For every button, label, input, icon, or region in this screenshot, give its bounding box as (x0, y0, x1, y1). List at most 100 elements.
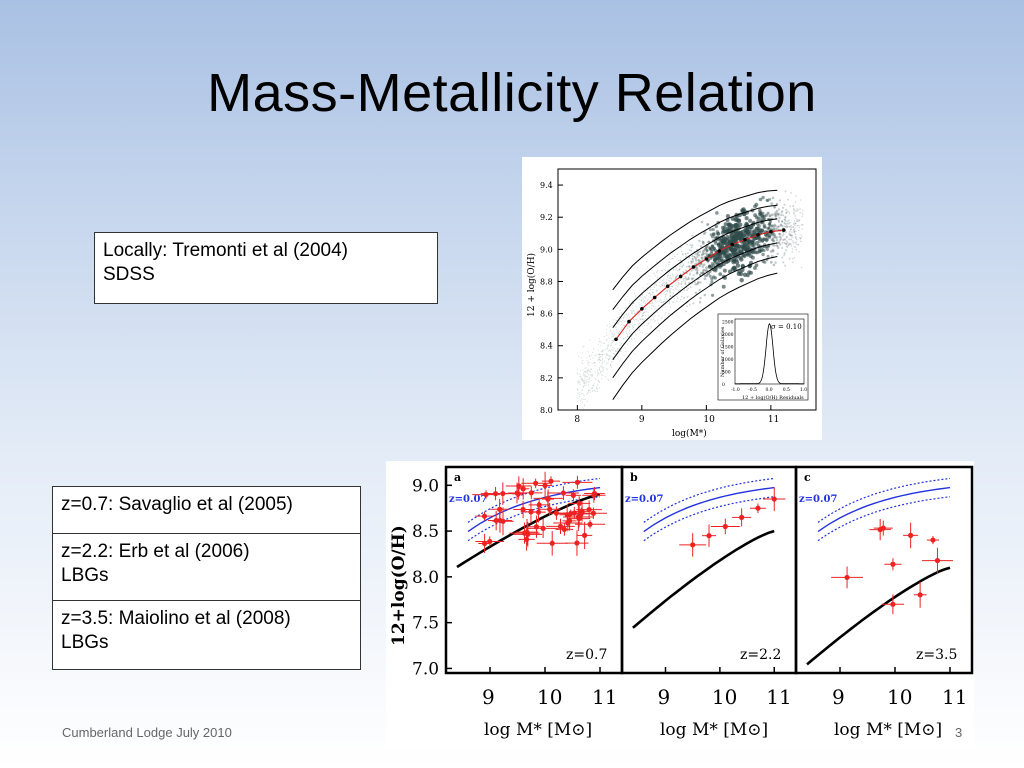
scatter-point (657, 276, 659, 278)
data-point (492, 491, 499, 497)
scatter-point (785, 208, 787, 211)
scatter-point (657, 319, 659, 321)
scatter-point (597, 373, 599, 375)
scatter-point (644, 311, 646, 313)
scatter-point (772, 244, 776, 247)
scatter-point (686, 265, 688, 268)
scatter-point (586, 371, 588, 373)
scatter-point (681, 281, 683, 283)
scatter-point (590, 375, 592, 377)
scatter-point (793, 246, 796, 248)
scatter-point (597, 344, 599, 346)
scatter-point (635, 285, 637, 287)
scatter-point (646, 332, 648, 335)
scatter-point (641, 313, 644, 315)
scatter-point (696, 267, 699, 270)
scatter-point (754, 202, 759, 207)
scatter-point (617, 347, 619, 349)
scatter-point (598, 353, 600, 355)
scatter-point (601, 349, 603, 351)
median-point (627, 319, 631, 324)
scatter-point (605, 332, 607, 334)
scatter-point (691, 234, 694, 237)
scatter-point (617, 349, 619, 351)
scatter-point (591, 374, 594, 376)
scatter-point (666, 274, 669, 277)
scatter-point (681, 264, 684, 267)
scatter-point (792, 261, 794, 264)
local-relation-line (643, 486, 775, 533)
scatter-point (601, 356, 603, 358)
scatter-point (607, 345, 609, 347)
scatter-point (583, 386, 585, 388)
scatter-point (634, 323, 636, 325)
scatter-point (775, 202, 779, 205)
scatter-point (750, 243, 755, 248)
scatter-point (654, 283, 656, 286)
scatter-point (685, 276, 687, 279)
scatter-point (790, 234, 793, 237)
scatter-point (782, 239, 785, 241)
scatter-point (697, 254, 701, 257)
scatter-point (761, 252, 765, 257)
scatter-point (662, 279, 664, 281)
scatter-point (597, 369, 599, 372)
scatter-point (668, 263, 670, 266)
scatter-point (613, 358, 615, 361)
scatter-point (606, 369, 608, 371)
scatter-point (790, 192, 792, 194)
scatter-point (592, 385, 594, 387)
scatter-point (619, 358, 621, 360)
scatter-point (597, 359, 599, 361)
scatter-point (727, 252, 732, 257)
scatter-point (638, 323, 640, 325)
scatter-point (768, 235, 772, 239)
scatter-point (615, 351, 618, 353)
scatter-point (782, 214, 785, 217)
data-point (880, 525, 886, 531)
scatter-point (631, 312, 633, 314)
scatter-point (614, 326, 616, 328)
scatter-point (606, 339, 608, 341)
scatter-point (772, 237, 775, 240)
scatter-point (798, 244, 800, 246)
scatter-point (619, 321, 621, 323)
scatter-point (710, 244, 714, 248)
scatter-point (586, 375, 588, 378)
scatter-point (666, 282, 668, 284)
data-point (516, 483, 522, 489)
scatter-point (802, 214, 804, 216)
scatter-point (612, 356, 614, 358)
scatter-point (679, 289, 681, 291)
scatter-point (775, 239, 779, 242)
scatter-point (577, 389, 579, 391)
scatter-point (784, 222, 787, 225)
scatter-point (663, 285, 666, 287)
scatter-point (586, 370, 588, 372)
scatter-point (582, 385, 584, 387)
scatter-point (619, 316, 621, 318)
scatter-point (772, 231, 775, 235)
scatter-point (633, 309, 635, 312)
data-point (582, 532, 588, 538)
scatter-point (650, 327, 652, 329)
scatter-point (678, 268, 680, 271)
scatter-point (581, 401, 584, 403)
scatter-point (641, 305, 643, 307)
scatter-point (795, 243, 798, 245)
scatter-point (766, 248, 769, 251)
scatter-point (786, 210, 789, 213)
scatter-point (792, 226, 795, 228)
scatter-point (692, 259, 695, 262)
scatter-point (694, 262, 697, 265)
scatter-point (617, 307, 619, 309)
scatter-point (793, 257, 796, 259)
scatter-point (774, 228, 777, 231)
scatter-point (701, 250, 705, 253)
data-point (722, 523, 728, 530)
scatter-point (765, 233, 769, 237)
scatter-point (783, 241, 786, 244)
x-axis-label: log M* [M⊙] (484, 720, 592, 740)
scatter-point (588, 364, 590, 366)
local-relation-label: z=0.07 (625, 494, 663, 505)
